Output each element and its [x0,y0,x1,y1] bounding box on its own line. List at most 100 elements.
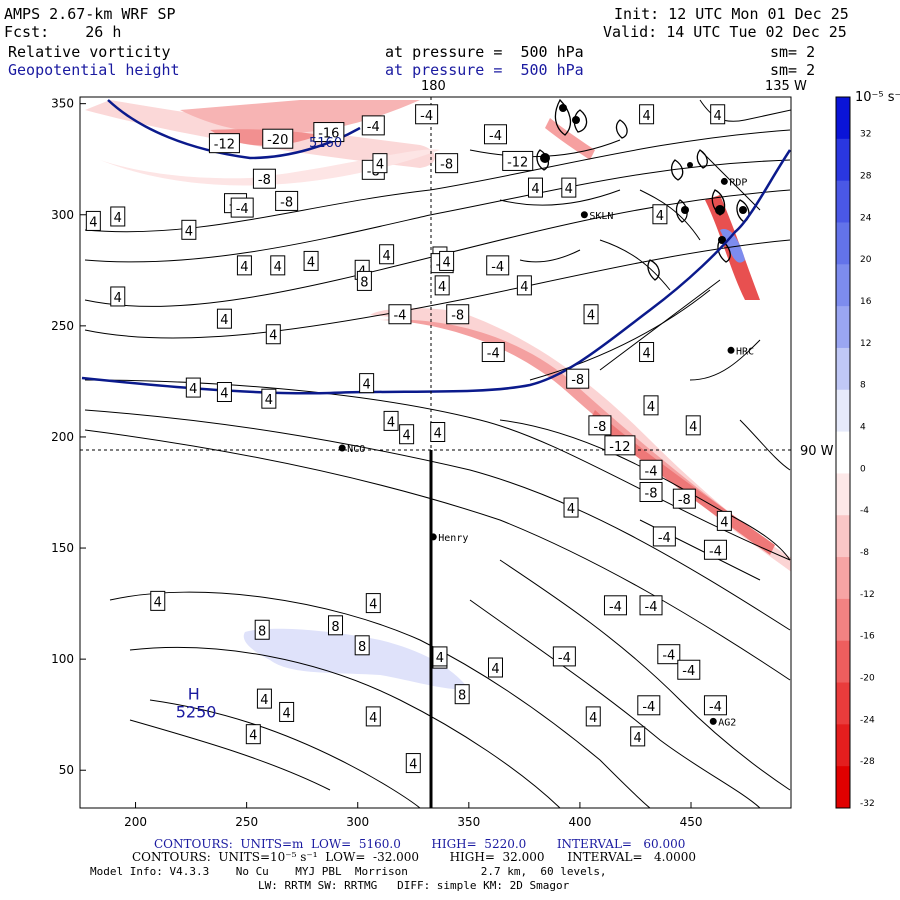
contour-label-text: 4 [274,260,282,275]
x-tick: 200 [124,802,147,829]
colorbar-frame [835,96,851,809]
contour-label: -4 [637,695,661,716]
contour-label: 4 [372,153,388,174]
contour-label-text: -12 [507,155,528,170]
station-marker: RDP [720,177,747,188]
contour-label-text: -4 [609,600,622,615]
station-name: Henry [438,533,468,544]
colorbar-tick: 0 [860,464,866,474]
station-marker: HRC [727,346,754,357]
contour-label: 4 [110,286,126,307]
contour-label: 4 [630,726,646,747]
contour-label: -16 [313,122,345,143]
colorbar-swatch [836,557,850,600]
contour-label: -4 [639,595,663,616]
x-tick-label: 350 [457,815,480,829]
contour-label: 4 [303,250,319,271]
contour-label: -8 [588,415,612,436]
contour-label-text: 4 [656,209,664,224]
colorbar-tick: -8 [860,548,869,558]
colorbar-swatch [836,389,850,433]
footer-model-info: Model Info: V4.3.3 No Cu MYJ PBL Morriso… [90,865,607,878]
contour-label-text: 4 [409,758,417,773]
colorbar-tick: 24 [860,213,872,223]
contour-label-text: -20 [267,133,288,148]
station-marker: Henry [429,533,468,544]
y-tick: 350 [51,97,86,111]
vorticity-shading-positive [243,229,745,690]
contour-label: -4 [677,659,701,680]
colorbar-swatch [836,264,850,307]
contour-label: -4 [639,459,663,480]
y-tick-label: 300 [51,208,74,222]
contour-label-text: 4 [714,109,722,124]
contour-label: 4 [561,177,577,198]
contour-label-text: -4 [645,464,658,479]
x-tick-label: 300 [346,815,369,829]
station-marker: SKLN [580,211,613,222]
colorbar-swatch [836,180,850,223]
contour-label-text: 4 [154,595,162,610]
y-tick: 200 [51,430,86,444]
field2-level: at pressure = 500 hPa [385,61,584,79]
lon-label-135w: 135 W [765,79,807,94]
contour-label: -4 [483,124,507,145]
plot-frame [79,96,792,809]
contour-label-text: 4 [376,158,384,173]
contour-label-text: -4 [393,309,406,324]
contour-label-text: 4 [520,280,528,295]
contour-label: 4 [150,590,166,611]
init-time: Init: 12 UTC Mon 01 Dec 25 [614,5,849,23]
contour-label: 4 [710,104,726,125]
contour-label-text: 4 [587,309,595,324]
station-name: AG2 [718,717,736,728]
y-tick: 100 [51,652,86,666]
colorbar-swatch [836,347,850,391]
lon-label-90w: 90 W [800,444,834,459]
field2-name: Geopotential height [8,61,180,79]
contour-label-text: 4 [369,598,377,613]
colorbar-tick: -4 [860,506,869,516]
contour-label: -8 [639,481,663,502]
colorbar-tick: -28 [860,757,875,767]
contour-label-text: -4 [420,109,433,124]
contour-label: -20 [262,128,294,149]
contour-label: -4 [486,255,510,276]
contour-label: 4 [181,219,197,240]
contour-label: 8 [454,684,470,705]
y-tick-label: 200 [51,430,74,444]
contour-label: 8 [328,615,344,636]
colorbar-tick: 28 [860,172,872,182]
contour-label-text: 4 [442,255,450,270]
field1-name: Relative vorticity [8,43,171,61]
contour-label: -4 [657,644,681,665]
footer-physics-info: LW: RRTM SW: RRTMG DIFF: simple KM: 2D S… [258,879,570,892]
contour-label-text: 4 [565,182,573,197]
contour-label-text: 4 [642,347,650,362]
contour-label-text: 4 [720,515,728,530]
contour-label-text: -8 [280,195,293,210]
contour-label: -4 [361,115,385,136]
contour-label: 4 [359,373,375,394]
contour-label: 4 [439,250,455,271]
colorbar-tick: -16 [860,632,875,642]
model-title: AMPS 2.67-km WRF SP [4,5,176,23]
map-fields: -12-20-16-4-4-4-12-8-8-8-8-4-44444444444… [80,97,791,808]
contour-label-text: 4 [114,291,122,306]
contour-label: 4 [185,377,201,398]
contour-label: 4 [265,324,281,345]
contour-label-text: -16 [318,127,339,142]
contour-label: -12 [208,133,240,154]
y-tick: 50 [59,763,86,777]
contour-label-text: 4 [269,329,277,344]
colorbar-tick: -32 [860,799,875,809]
station-name: SKLN [589,211,613,222]
colorbar-tick: 4 [860,422,866,432]
contour-label-text: -8 [678,493,691,508]
contour-label: 8 [254,619,270,640]
colorbar-swatch [836,306,850,349]
high-value: 5250 [176,703,217,722]
y-tick-label: 100 [51,652,74,666]
colorbar-swatch [836,640,850,684]
